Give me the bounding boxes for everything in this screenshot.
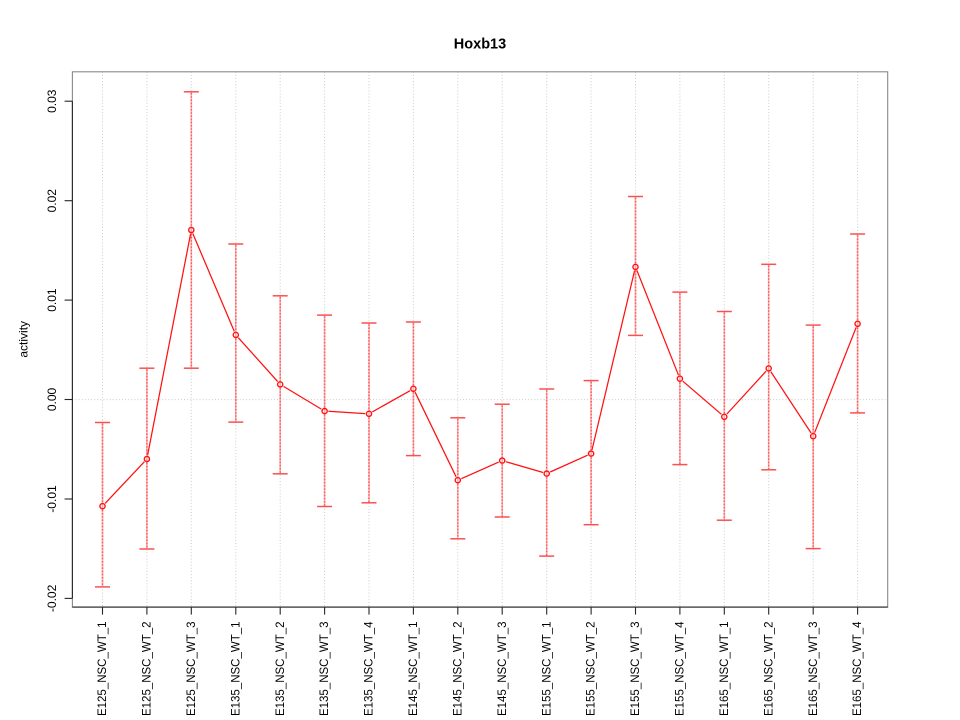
svg-text:E135_NSC_WT_1: E135_NSC_WT_1: [228, 621, 242, 716]
svg-text:-0.01: -0.01: [45, 485, 59, 513]
svg-text:0.01: 0.01: [45, 288, 59, 312]
svg-text:0.02: 0.02: [45, 189, 59, 213]
svg-text:E135_NSC_WT_4: E135_NSC_WT_4: [362, 621, 376, 716]
svg-text:E145_NSC_WT_2: E145_NSC_WT_2: [450, 621, 464, 716]
svg-text:0.00: 0.00: [45, 387, 59, 411]
svg-text:E155_NSC_WT_1: E155_NSC_WT_1: [539, 621, 553, 716]
svg-text:E165_NSC_WT_1: E165_NSC_WT_1: [717, 621, 731, 716]
svg-text:E125_NSC_WT_3: E125_NSC_WT_3: [184, 621, 198, 716]
svg-text:E165_NSC_WT_4: E165_NSC_WT_4: [850, 621, 864, 716]
svg-text:-0.02: -0.02: [45, 584, 59, 612]
svg-text:E125_NSC_WT_1: E125_NSC_WT_1: [95, 621, 109, 716]
svg-text:E135_NSC_WT_3: E135_NSC_WT_3: [317, 621, 331, 716]
svg-text:E135_NSC_WT_2: E135_NSC_WT_2: [273, 621, 287, 716]
svg-text:Hoxb13: Hoxb13: [454, 36, 506, 52]
svg-text:E145_NSC_WT_1: E145_NSC_WT_1: [406, 621, 420, 716]
svg-text:0.03: 0.03: [45, 89, 59, 113]
svg-text:E165_NSC_WT_2: E165_NSC_WT_2: [761, 621, 775, 716]
svg-text:E125_NSC_WT_2: E125_NSC_WT_2: [140, 621, 154, 716]
svg-text:E145_NSC_WT_3: E145_NSC_WT_3: [495, 621, 509, 716]
svg-text:E155_NSC_WT_4: E155_NSC_WT_4: [673, 621, 687, 716]
svg-text:E165_NSC_WT_3: E165_NSC_WT_3: [806, 621, 820, 716]
svg-text:activity: activity: [17, 321, 31, 358]
svg-text:E155_NSC_WT_3: E155_NSC_WT_3: [628, 621, 642, 716]
svg-text:E155_NSC_WT_2: E155_NSC_WT_2: [584, 621, 598, 716]
